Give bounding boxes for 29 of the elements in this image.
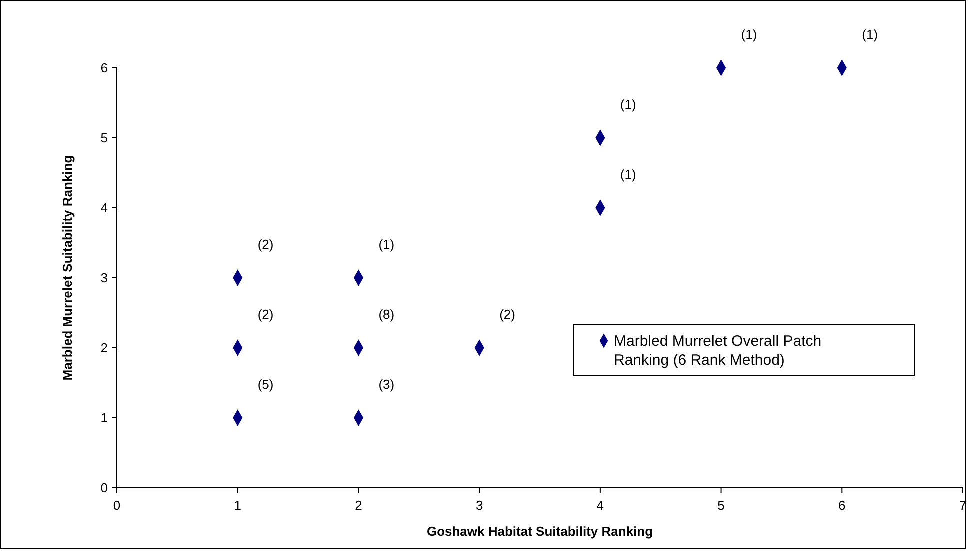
x-tick-label: 2 bbox=[355, 498, 362, 513]
x-tick-label: 1 bbox=[234, 498, 242, 513]
x-tick-label: 7 bbox=[959, 498, 967, 513]
annotation: (8) bbox=[378, 307, 395, 322]
annotation: (1) bbox=[378, 237, 395, 252]
x-tick-label: 6 bbox=[838, 498, 846, 513]
y-tick-label: 4 bbox=[100, 200, 108, 216]
x-axis-title: Goshawk Habitat Suitability Ranking bbox=[426, 524, 654, 539]
x-tick-label: 4 bbox=[596, 498, 604, 513]
annotation: (1) bbox=[862, 27, 878, 42]
y-tick-label: 3 bbox=[100, 270, 108, 286]
x-tick-label: 3 bbox=[476, 498, 484, 513]
annotation: (1) bbox=[741, 27, 758, 42]
x-tick-label: 5 bbox=[718, 498, 725, 513]
annotation: (5) bbox=[258, 377, 274, 392]
annotation: (1) bbox=[620, 167, 636, 182]
y-axis-title: Marbled Murrelet Suitability Ranking bbox=[60, 155, 75, 381]
legend-label: Marbled Murrelet Overall Patch Ranking (6 Rank Method) bbox=[614, 333, 822, 369]
annotation: (2) bbox=[258, 237, 274, 252]
annotation: (3) bbox=[378, 377, 395, 392]
y-tick-label: 2 bbox=[100, 340, 108, 356]
annotation: (1) bbox=[620, 97, 636, 112]
y-tick-label: 6 bbox=[100, 60, 108, 76]
annotation: (2) bbox=[258, 307, 274, 322]
annotation: (2) bbox=[500, 307, 516, 322]
y-tick-label: 1 bbox=[100, 410, 108, 426]
y-tick-label: 0 bbox=[100, 480, 108, 496]
x-tick-label: 0 bbox=[113, 498, 121, 513]
y-tick-label: 5 bbox=[100, 130, 108, 146]
